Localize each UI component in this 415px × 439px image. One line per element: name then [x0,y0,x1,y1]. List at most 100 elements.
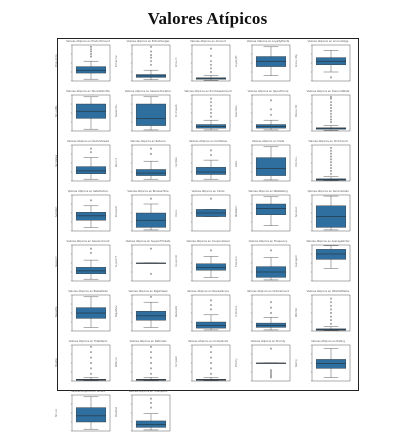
outlier-point [210,60,212,63]
boxplot-panel: Valores Atípicos en Visits Visits [235,139,298,189]
panel-title: Valores Atípicos en Product/Count [66,40,110,43]
outlier-point [90,372,92,375]
panel-plot [70,294,111,332]
outlier-point [330,167,332,169]
outlier-point [90,351,92,354]
boxplot-panel: Valores Atípicos en LoyaltyPoints Loyalty… [235,39,298,89]
panel-title: Valores Atípicos en TenureMonths [66,90,110,93]
panel-title: Valores Atípicos en SessionCount [66,240,110,243]
outlier-point [270,372,272,375]
boxplot-panel: Valores Atípicos en Product/Count Product… [55,39,118,89]
outlier-point [210,71,212,73]
outlier-point [270,249,272,252]
outlier-point [330,158,332,161]
panel-plot [310,244,351,282]
boxplot-panel: Valores Atípicos en SessionDuration Sessi… [115,89,178,139]
panel-title: Valores Atípicos en ServiceCalls [307,190,349,193]
outlier-point [210,299,212,302]
boxplot-panel: Valores Atípicos en BasketSize BasketSi [55,289,118,339]
panel-plot [190,244,231,282]
outlier-point [330,161,332,164]
outlier-point [210,154,212,156]
outlier-point [210,104,212,107]
boxplot-panel: Valores Atípicos en ItemsViewed ItemsView [55,139,118,189]
boxplot-panel: Valores Atípicos en SessionCount SessionC [55,239,118,289]
outlier-point [330,115,332,118]
outlier-point [150,397,152,400]
outlier-point [330,95,332,98]
outlier-point [90,147,92,150]
panel-title: Valores Atípicos en Amount [190,40,226,43]
panel-plot [130,94,171,132]
box [75,166,107,175]
panel-title: Valores Atípicos en BrowseTime [127,190,169,193]
boxplot-panel: Valores Atípicos en PageViews PageView [115,289,178,339]
box [195,124,227,129]
outlier-point [330,164,332,167]
box [255,157,287,176]
panel-title: Valores Atípicos en TotalItems [68,340,108,343]
outlier-point [90,53,92,55]
panel-plot [130,44,171,82]
panel-plot [250,244,291,282]
boxplot-panel: Valores Atípicos en SupportTickets Suppor… [115,239,178,289]
outlier-point [330,312,332,314]
outlier-point [210,249,212,252]
panel-plot [70,194,111,232]
boxplot-panel: Valores Atípicos en OrdersCount OrdersCo [235,289,298,339]
boxplot-panel: Valores Atípicos en ClickCount ClickCou [295,139,358,189]
outlier-point [270,347,272,350]
boxplot-panel: Valores Atípicos en Rating Rating [295,339,358,389]
outlier-point [150,197,152,200]
outlier-point [210,101,212,104]
box [75,267,107,274]
panel-plot [70,144,111,182]
boxplot-grid: Valores Atípicos en Product/Count Product… [55,39,358,432]
outlier-point [90,45,92,48]
outlier-point [90,356,92,359]
outlier-point [330,112,332,115]
outlier-point [330,322,332,325]
axes-frame [131,344,171,382]
panel-title: Valores Atípicos en ItemsViewed [67,140,109,143]
outlier-point [330,155,332,158]
axes-frame [191,344,231,382]
outlier-point [150,372,152,375]
outlier-point [330,152,332,155]
outlier-point [150,60,152,63]
box [135,169,167,176]
panel-title: Valores Atípicos en DiscountRate [306,90,350,93]
panel-title: Valores Atípicos en Priority [250,340,286,343]
outlier-point [90,50,92,53]
outlier-point [330,104,332,106]
box [135,103,167,126]
outlier-point [90,367,92,370]
outlier-point [270,369,272,372]
boxplot-panel: Valores Atípicos en Priority Priority [235,339,298,389]
outlier-point [150,147,152,150]
page-title: Valores Atípicos [147,9,268,28]
outlier-point [330,76,332,79]
panel-title: Valores Atípicos en SessionDuration [124,90,172,93]
outlier-point [210,308,212,311]
boxplot-panel: Valores Atípicos en BrowseTime BrowseTi [115,189,178,239]
outlier-point [150,406,152,409]
boxplot-panel: Valores Atípicos en SpendScore SpendSco [235,89,298,139]
boxplot-panel: Valores Atípicos en ReviewScore ReviewSc [175,289,238,339]
outlier-point [210,304,212,306]
boxplot-panel: Valores Atípicos en Frequency Frequenc [235,239,298,289]
panel-plot [250,194,291,232]
panel-title: Valores Atípicos en LoyaltyPoints [246,40,290,43]
box [255,203,287,216]
panel-plot [130,294,171,332]
outlier-point [270,371,272,373]
outlier-point [150,56,152,59]
panel-plot [310,94,351,132]
boxplot-panel: Valores Atípicos en TenureMonths TenureMo [55,89,118,139]
outlier-point [150,345,152,348]
outlier-point [150,63,152,66]
outlier-point [330,170,332,172]
outlier-point [90,247,92,250]
panel-title: Valores Atípicos en Tenure [71,390,105,393]
axes-frame [71,344,111,382]
